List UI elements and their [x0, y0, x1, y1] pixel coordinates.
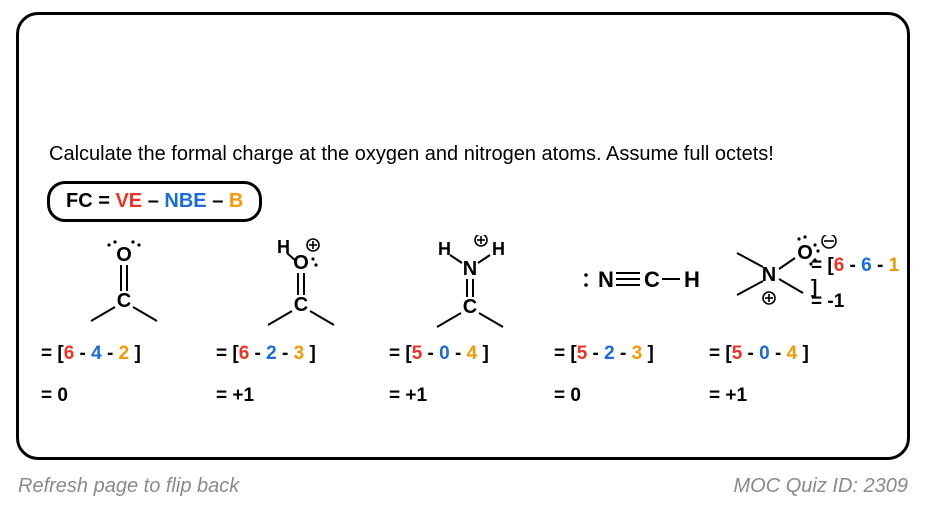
result-5-oxygen: = -1 — [811, 291, 844, 313]
svg-text:H: H — [684, 267, 700, 292]
b-val: 2 — [119, 343, 130, 364]
result-4: = 0 — [554, 385, 581, 407]
dash: - — [249, 343, 266, 364]
calc-4: = [5 - 2 - 3 ] — [554, 343, 654, 365]
nbe-val: 0 — [439, 343, 450, 364]
dash: - — [770, 343, 787, 364]
dash: - — [872, 255, 889, 276]
dash: - — [450, 343, 467, 364]
b-val: 3 — [632, 343, 643, 364]
svg-text:O: O — [116, 244, 132, 266]
nbe-val: 2 — [604, 343, 615, 364]
svg-text:N: N — [762, 264, 776, 286]
bracket: ] — [129, 343, 141, 364]
structure-4: N C H — [574, 235, 714, 330]
dash: - — [422, 343, 439, 364]
result-3: = +1 — [389, 385, 427, 407]
svg-text:H: H — [438, 239, 451, 259]
formula-eq: = — [93, 190, 116, 212]
footer-left: Refresh page to flip back — [18, 475, 239, 497]
dash: - — [844, 255, 861, 276]
svg-text:C: C — [117, 290, 131, 312]
bracket: ] — [797, 343, 809, 364]
svg-text:C: C — [463, 296, 477, 318]
nbe-val: 2 — [266, 343, 277, 364]
bracket: = [ — [41, 343, 64, 364]
structure-2: H O C — [249, 235, 349, 330]
formula-ve: VE — [115, 190, 142, 212]
svg-text:N: N — [598, 267, 614, 292]
ve-val: 6 — [834, 255, 845, 276]
formula-minus2: – — [207, 190, 229, 212]
dash: - — [587, 343, 604, 364]
ve-val: 5 — [732, 343, 743, 364]
bracket: = [ — [216, 343, 239, 364]
bracket: = [ — [554, 343, 577, 364]
formula-b: B — [229, 190, 243, 212]
result-2: = +1 — [216, 385, 254, 407]
b-val: 3 — [294, 343, 305, 364]
prompt-text: Calculate the formal charge at the oxyge… — [49, 143, 774, 166]
bracket: ] — [477, 343, 489, 364]
nbe-val: 0 — [759, 343, 770, 364]
dash: - — [74, 343, 91, 364]
calc-3: = [5 - 0 - 4 ] — [389, 343, 489, 365]
calc-1: = [6 - 4 - 2 ] — [41, 343, 141, 365]
formula-pill: FC = VE – NBE – B — [47, 181, 262, 222]
svg-text:O: O — [293, 252, 309, 274]
nbe-val: 6 — [861, 255, 872, 276]
ve-val: 5 — [577, 343, 588, 364]
dash: - — [742, 343, 759, 364]
bracket: ] — [642, 343, 654, 364]
bracket: = [ — [709, 343, 732, 364]
result-5: = +1 — [709, 385, 747, 407]
bracket: = [ — [811, 255, 834, 276]
footer-right: MOC Quiz ID: 2309 — [733, 475, 908, 498]
formula-minus1: – — [142, 190, 164, 212]
svg-text:H: H — [492, 239, 505, 259]
quiz-card: Calculate the formal charge at the oxyge… — [16, 12, 910, 460]
b-val: 4 — [467, 343, 478, 364]
ve-val: 5 — [412, 343, 423, 364]
svg-text:C: C — [644, 267, 660, 292]
result-1: = 0 — [41, 385, 68, 407]
bracket: ] — [304, 343, 316, 364]
b-val: 1 — [889, 255, 900, 276]
calc-5: = [5 - 0 - 4 ] — [709, 343, 809, 365]
structure-1: O C — [79, 235, 169, 330]
calc-2: = [6 - 2 - 3 ] — [216, 343, 316, 365]
structures-row: O C H O C H H — [49, 235, 887, 315]
ve-val: 6 — [64, 343, 75, 364]
dash: - — [102, 343, 119, 364]
nbe-val: 4 — [91, 343, 102, 364]
ve-val: 6 — [239, 343, 250, 364]
footer: Refresh page to flip back MOC Quiz ID: 2… — [18, 475, 912, 498]
bracket: = [ — [389, 343, 412, 364]
b-val: 4 — [787, 343, 798, 364]
svg-text:C: C — [294, 294, 308, 316]
dash: - — [277, 343, 294, 364]
formula-nbe: NBE — [164, 190, 206, 212]
svg-text:N: N — [463, 258, 477, 280]
formula-fc: FC — [66, 190, 93, 212]
dash: - — [615, 343, 632, 364]
structure-3: H H N C — [414, 235, 524, 330]
